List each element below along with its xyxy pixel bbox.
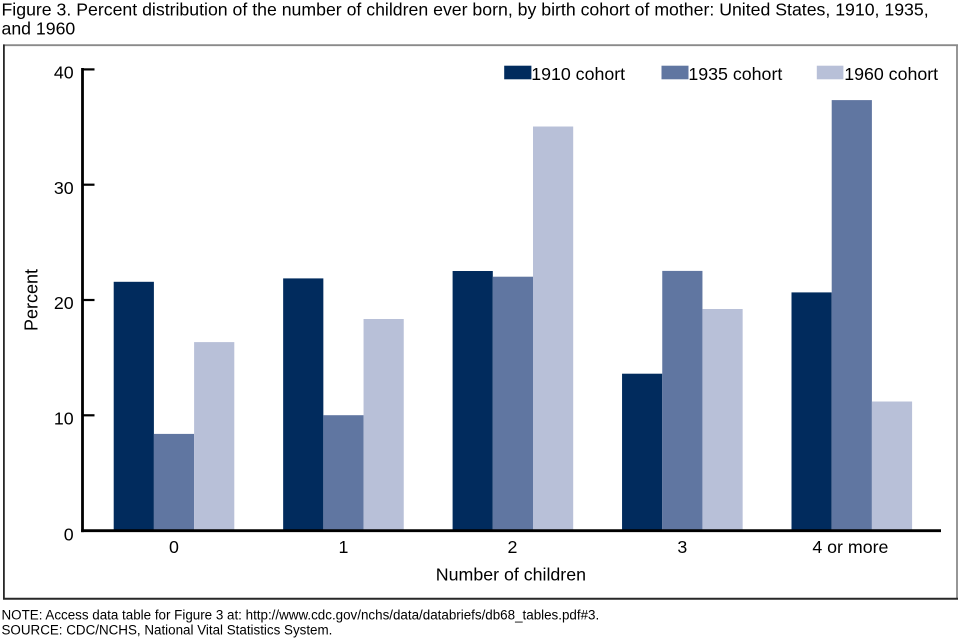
svg-text:1935 cohort: 1935 cohort [688,64,782,84]
svg-text:1: 1 [339,537,349,557]
svg-text:SOURCE: CDC/NCHS, National Vit: SOURCE: CDC/NCHS, National Vital Statist… [2,622,333,637]
svg-text:and 1960: and 1960 [2,18,76,38]
svg-text:Percent: Percent [21,269,41,331]
svg-text:4 or more: 4 or more [812,537,888,557]
svg-text:Number of children: Number of children [436,565,586,585]
svg-text:40: 40 [54,62,74,82]
svg-text:20: 20 [54,293,74,313]
svg-text:2: 2 [507,537,517,557]
svg-text:1960 cohort: 1960 cohort [844,64,938,84]
svg-text:0: 0 [64,524,74,544]
svg-text:0: 0 [169,537,179,557]
svg-text:NOTE: Access data table for Fi: NOTE: Access data table for Figure 3 at:… [2,607,600,622]
svg-text:30: 30 [54,178,74,198]
svg-text:10: 10 [54,409,74,429]
svg-text:1910 cohort: 1910 cohort [531,64,625,84]
svg-text:Figure 3. Percent distribution: Figure 3. Percent distribution of the nu… [2,0,929,19]
svg-text:3: 3 [677,537,687,557]
